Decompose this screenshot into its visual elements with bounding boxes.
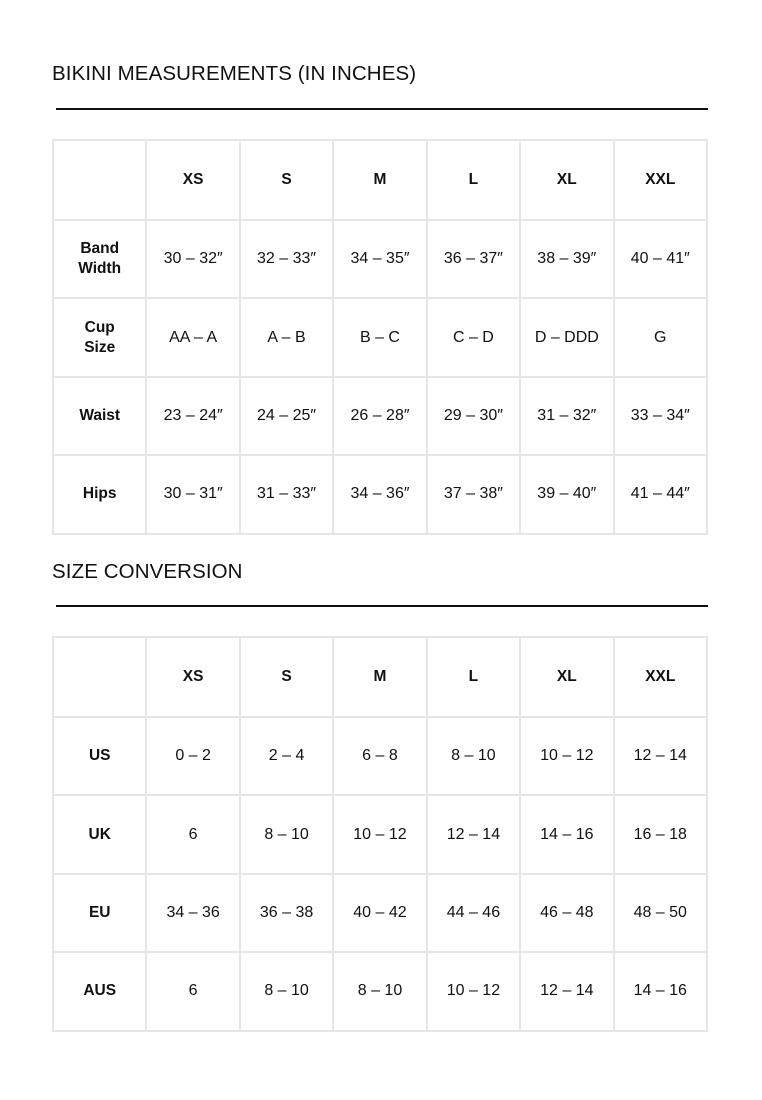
table-cell: D – DDD (519, 297, 615, 378)
table-row: AUS 6 8 – 10 8 – 10 10 – 12 12 – 14 14 – 16 (51, 951, 709, 1032)
table-row: Waist 23 – 24″ 24 – 25″ 26 – 28″ 29 – 30″ 31 … (51, 375, 709, 457)
corner-cell (51, 139, 148, 221)
table-cell: 8 – 10 (238, 794, 335, 875)
table-cell: 36 – 37″ (425, 218, 522, 300)
size-header: XL (519, 636, 615, 718)
table-cell: 29 – 30″ (425, 375, 522, 457)
measurements-title: BIKINI MEASUREMENTS (IN INCHES) (52, 62, 417, 85)
table-cell: 34 – 36 (145, 872, 241, 954)
table-row: EU 34 – 36 36 – 38 40 – 42 44 – 46 46 – 48 48 … (51, 872, 709, 954)
table-cell: G (612, 297, 709, 378)
table-cell: 30 – 31″ (145, 454, 241, 535)
row-label: US (51, 715, 148, 797)
table-cell: 44 – 46 (425, 872, 522, 954)
table-cell: AA – A (145, 297, 241, 378)
table-cell: 6 (145, 794, 241, 875)
table-cell: 31 – 32″ (519, 375, 615, 457)
table-row: UK 6 8 – 10 10 – 12 12 – 14 14 – 16 16 – 18 (51, 794, 709, 875)
table-cell: 14 – 16 (612, 951, 709, 1032)
size-header: M (332, 636, 428, 718)
row-label: Cup Size (51, 297, 148, 378)
row-label: Hips (51, 454, 148, 535)
table-cell: 10 – 12 (425, 951, 522, 1032)
table-cell: 10 – 12 (519, 715, 615, 797)
measurements-divider (56, 108, 708, 110)
table-cell: 36 – 38 (238, 872, 335, 954)
table-cell: 37 – 38″ (425, 454, 522, 535)
table-cell: 6 (145, 951, 241, 1032)
table-cell: 23 – 24″ (145, 375, 241, 457)
table-cell: 33 – 34″ (612, 375, 709, 457)
row-label: EU (51, 872, 148, 954)
table-cell: C – D (425, 297, 522, 378)
size-header: XS (145, 636, 241, 718)
table-cell: 39 – 40″ (519, 454, 615, 535)
size-header: XS (145, 139, 241, 221)
conversion-divider (56, 605, 708, 607)
table-cell: 40 – 42 (332, 872, 428, 954)
table-cell: 40 – 41″ (612, 218, 709, 300)
measurements-table: XS S M L XL XXL Band Width 30 – 32″ 32 – 33″ 34 –… (51, 139, 709, 535)
size-header: XL (519, 139, 615, 221)
table-cell: 26 – 28″ (332, 375, 428, 457)
table-cell: 38 – 39″ (519, 218, 615, 300)
row-label: Band Width (51, 218, 148, 300)
table-cell: 12 – 14 (612, 715, 709, 797)
table-cell: B – C (332, 297, 428, 378)
table-row: Band Width 30 – 32″ 32 – 33″ 34 – 35″ 36 – 3… (51, 218, 709, 300)
size-header: L (425, 636, 522, 718)
table-cell: A – B (238, 297, 335, 378)
table-cell: 30 – 32″ (145, 218, 241, 300)
table-cell: 2 – 4 (238, 715, 335, 797)
table-cell: 41 – 44″ (612, 454, 709, 535)
row-label: AUS (51, 951, 148, 1032)
header-row: XS S M L XL XXL (51, 139, 709, 221)
row-label: UK (51, 794, 148, 875)
table-cell: 46 – 48 (519, 872, 615, 954)
table-cell: 14 – 16 (519, 794, 615, 875)
table-cell: 6 – 8 (332, 715, 428, 797)
conversion-title: SIZE CONVERSION (52, 560, 243, 583)
table-cell: 34 – 35″ (332, 218, 428, 300)
corner-cell (51, 636, 148, 718)
header-row: XS S M L XL XXL (51, 636, 709, 718)
table-cell: 12 – 14 (425, 794, 522, 875)
table-cell: 48 – 50 (612, 872, 709, 954)
row-label: Waist (51, 375, 148, 457)
size-header: S (238, 139, 335, 221)
table-cell: 32 – 33″ (238, 218, 335, 300)
table-cell: 34 – 36″ (332, 454, 428, 535)
table-cell: 12 – 14 (519, 951, 615, 1032)
table-cell: 10 – 12 (332, 794, 428, 875)
size-header: M (332, 139, 428, 221)
size-header: S (238, 636, 335, 718)
table-cell: 24 – 25″ (238, 375, 335, 457)
size-header: XXL (612, 636, 709, 718)
size-header: XXL (612, 139, 709, 221)
table-cell: 16 – 18 (612, 794, 709, 875)
table-cell: 8 – 10 (425, 715, 522, 797)
table-cell: 8 – 10 (238, 951, 335, 1032)
table-cell: 8 – 10 (332, 951, 428, 1032)
table-cell: 31 – 33″ (238, 454, 335, 535)
table-cell: 0 – 2 (145, 715, 241, 797)
size-header: L (425, 139, 522, 221)
table-row: Hips 30 – 31″ 31 – 33″ 34 – 36″ 37 – 38″ 39 –… (51, 454, 709, 535)
